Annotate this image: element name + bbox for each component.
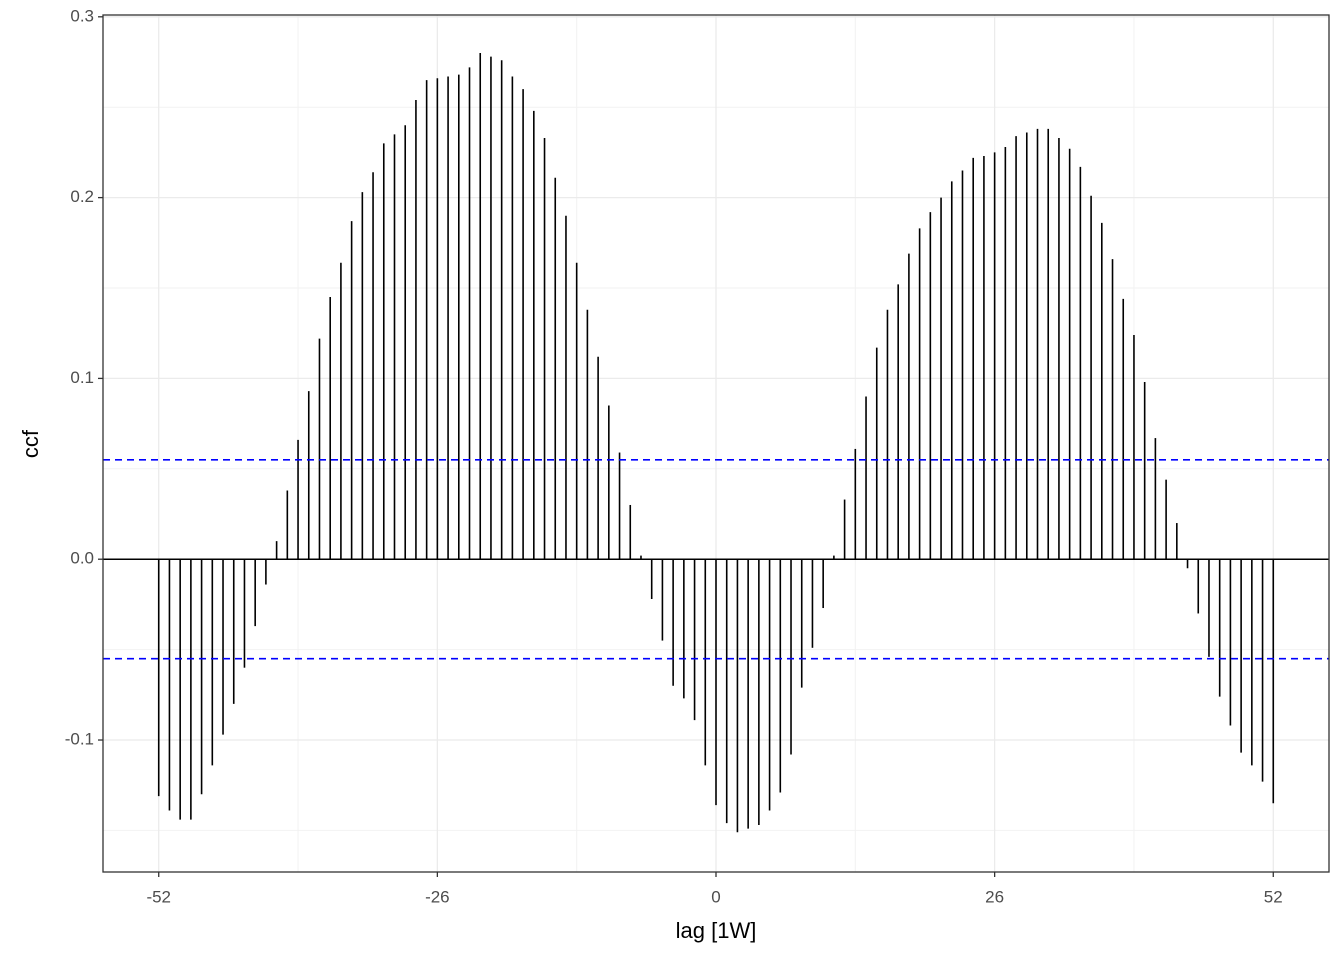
x-tick-label: 0 — [711, 887, 720, 906]
y-tick-label: 0.2 — [70, 187, 94, 206]
x-tick-label: -52 — [146, 887, 171, 906]
y-tick-label: -0.1 — [65, 729, 94, 748]
y-tick-label: 0.0 — [70, 549, 94, 568]
panel-border — [102, 14, 1330, 873]
y-tick-label: 0.3 — [70, 6, 94, 25]
x-tick-label: 26 — [985, 887, 1004, 906]
y-tick-label: 0.1 — [70, 368, 94, 387]
x-tick-label: 52 — [1264, 887, 1283, 906]
x-axis-title: lag [1W] — [676, 918, 757, 943]
y-axis-title: ccf — [18, 429, 43, 458]
x-tick-label: -26 — [425, 887, 450, 906]
